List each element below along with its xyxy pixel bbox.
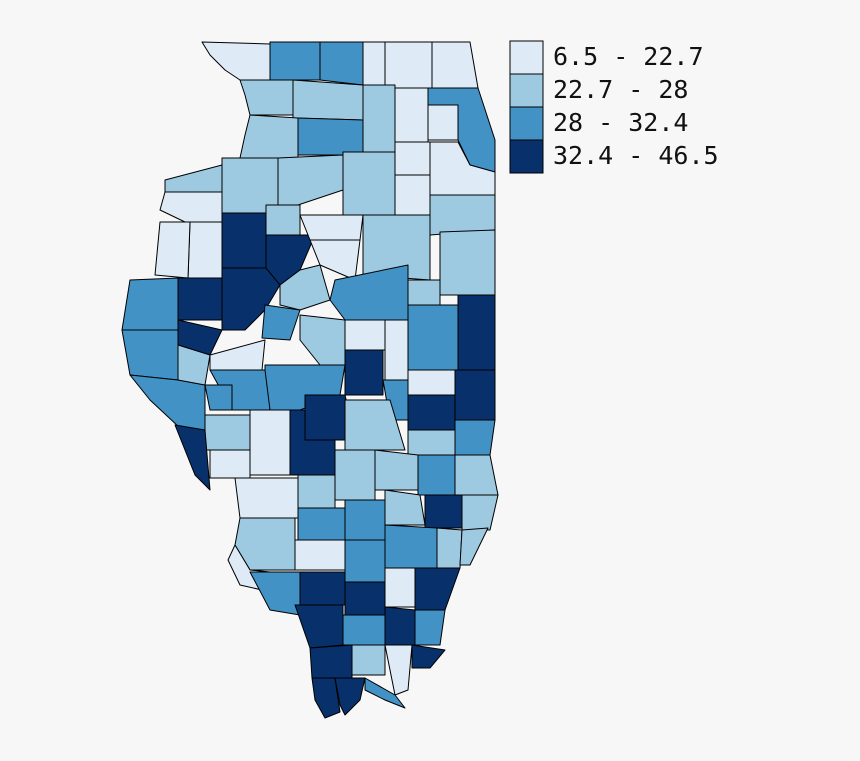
county [461, 494, 499, 531]
county [344, 349, 384, 396]
county [417, 454, 456, 496]
legend-swatch [509, 106, 544, 141]
county [209, 449, 251, 479]
county [261, 304, 301, 341]
county [362, 84, 396, 153]
legend-swatch [509, 40, 544, 75]
county [121, 329, 179, 381]
county [297, 117, 364, 156]
county [364, 677, 406, 709]
county [265, 204, 301, 236]
county [297, 474, 336, 509]
legend-label: 6.5 - 22.7 [553, 42, 704, 71]
legend: 6.5 - 22.7 22.7 - 28 28 - 32.4 32.4 - 46.5 [509, 40, 719, 174]
county [414, 567, 461, 611]
county [342, 151, 396, 216]
county [234, 477, 299, 519]
county [344, 319, 386, 351]
county [384, 489, 426, 526]
county [457, 294, 496, 371]
county [394, 87, 429, 143]
county [431, 41, 479, 89]
county [164, 164, 223, 193]
county [204, 414, 251, 451]
county [407, 369, 456, 396]
county [394, 141, 431, 176]
county [411, 644, 446, 669]
counties [121, 41, 499, 719]
county [239, 114, 299, 159]
county [454, 369, 496, 421]
county [292, 79, 364, 121]
legend-label: 22.7 - 28 [553, 75, 688, 104]
county [174, 424, 211, 491]
legend-label: 28 - 32.4 [553, 108, 688, 137]
county [299, 571, 346, 606]
county [384, 567, 416, 608]
county [311, 677, 341, 719]
county [249, 409, 291, 476]
county [297, 507, 346, 541]
county [344, 539, 386, 583]
county [344, 581, 386, 616]
county [154, 221, 191, 279]
legend-swatch [509, 139, 544, 174]
county [427, 104, 459, 141]
county [384, 319, 409, 381]
county [407, 304, 459, 371]
county [384, 606, 416, 646]
county [439, 229, 496, 296]
county [309, 644, 353, 679]
county [201, 41, 271, 81]
county [384, 41, 433, 89]
county [234, 517, 296, 571]
county [269, 41, 321, 81]
county [294, 604, 344, 649]
county [209, 339, 266, 371]
county [249, 571, 301, 616]
county [424, 494, 463, 529]
county [221, 212, 267, 269]
county [277, 154, 344, 206]
county [334, 449, 376, 501]
county [204, 384, 233, 411]
county [344, 399, 406, 451]
county [351, 644, 386, 676]
county [374, 449, 419, 491]
county [239, 79, 294, 116]
legend-swatch [509, 73, 544, 108]
county [177, 277, 223, 321]
county [429, 194, 496, 236]
county [436, 527, 463, 569]
county [459, 527, 489, 566]
county [294, 539, 346, 571]
county [159, 191, 223, 223]
legend-label: 32.4 - 46.5 [553, 141, 719, 170]
county [407, 394, 456, 431]
county [334, 677, 366, 716]
county [289, 409, 336, 476]
county [384, 524, 438, 569]
county [299, 214, 364, 241]
county [454, 419, 496, 456]
county [319, 41, 364, 86]
county [394, 174, 431, 216]
county [187, 221, 223, 279]
county [362, 41, 386, 86]
county [299, 314, 346, 366]
county [344, 499, 386, 541]
county [384, 644, 413, 696]
county [414, 609, 446, 646]
county [407, 279, 441, 306]
county [342, 614, 386, 646]
county [121, 277, 179, 331]
county [454, 454, 499, 496]
county [407, 429, 456, 456]
